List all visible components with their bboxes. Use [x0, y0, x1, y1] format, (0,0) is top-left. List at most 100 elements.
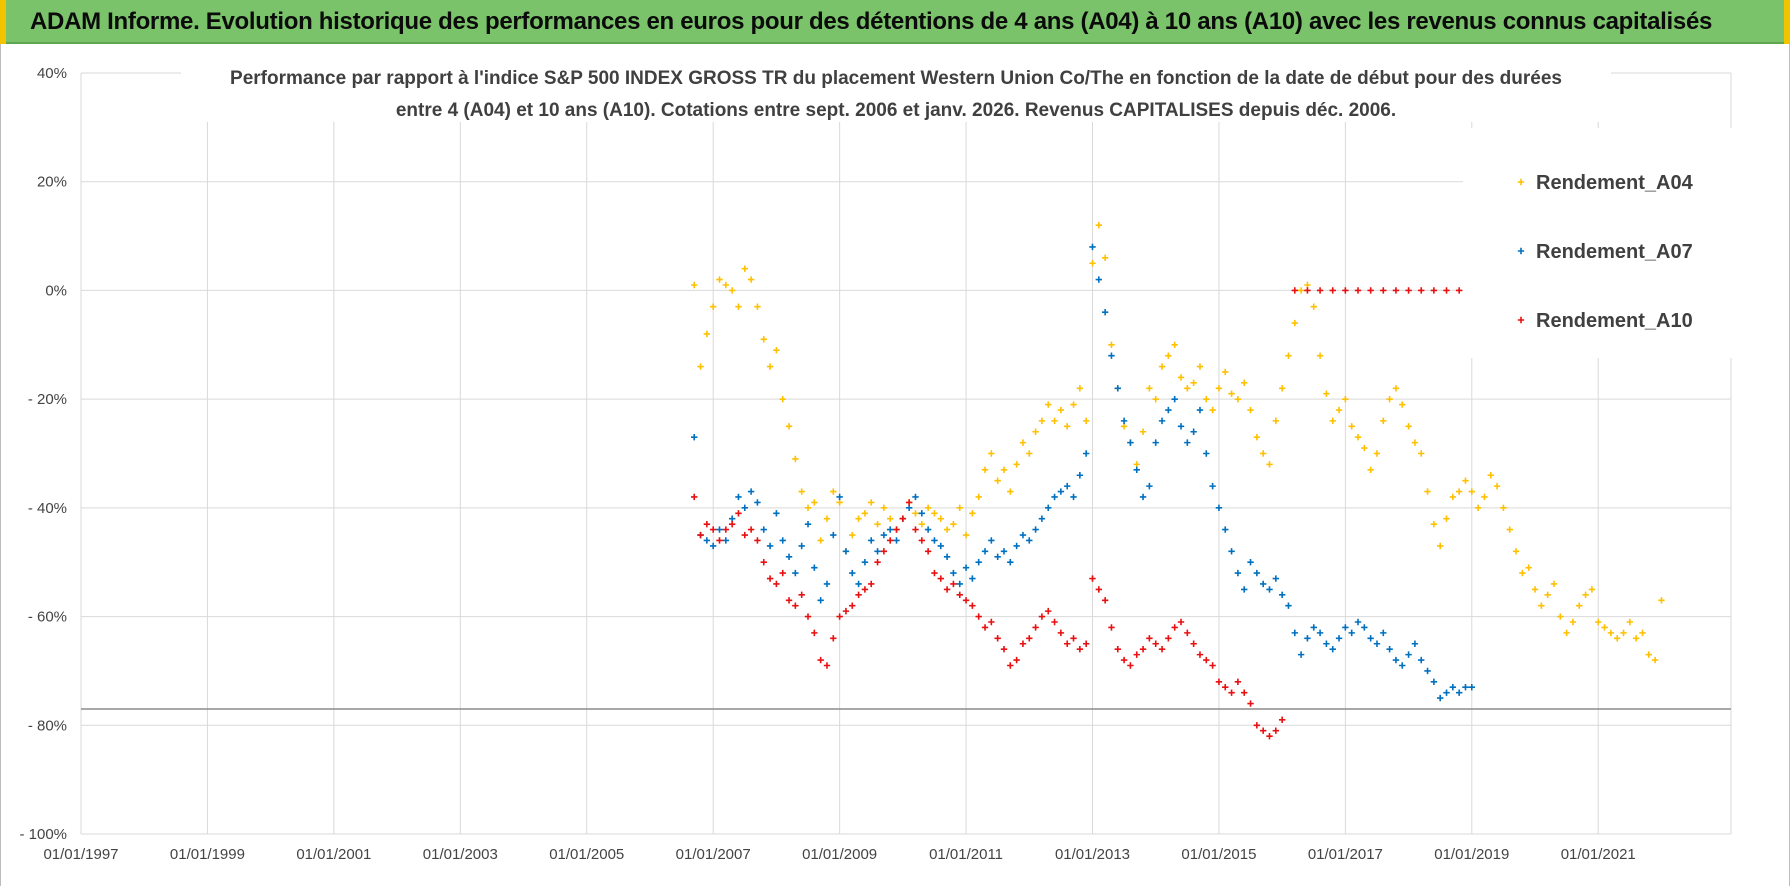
- data-point: [1266, 732, 1273, 740]
- data-point: [754, 499, 761, 506]
- data-point: [760, 336, 767, 343]
- data-point: [880, 531, 888, 539]
- data-point: [1342, 624, 1349, 631]
- data-point: [1405, 287, 1412, 294]
- data-point: [760, 526, 767, 533]
- data-point: [956, 580, 963, 588]
- data-point: [1291, 319, 1298, 327]
- data-point: [1013, 461, 1020, 468]
- chart-title-group: Performance par rapport à l'indice S&P 5…: [181, 60, 1611, 122]
- data-point: [1032, 624, 1039, 631]
- data-point: [962, 597, 970, 604]
- data-point: [1399, 662, 1406, 669]
- data-point: [1392, 656, 1400, 664]
- data-point: [1455, 488, 1463, 495]
- data-point: [766, 363, 774, 370]
- chart-area: 40% 20% 0% - 20% - 40% - 60% - 80% - 100% 01/01…: [0, 44, 1790, 886]
- data-point: [1190, 379, 1197, 387]
- data-point: [950, 569, 957, 577]
- data-point: [981, 624, 989, 631]
- data-point: [1253, 569, 1261, 577]
- data-point: [1462, 684, 1469, 691]
- data-point: [1241, 586, 1248, 593]
- data-point: [1127, 662, 1134, 669]
- data-point: [1108, 341, 1115, 348]
- data-point: [1165, 406, 1172, 414]
- data-point: [1329, 645, 1336, 653]
- x-tick-label: 01/01/2001: [296, 846, 371, 863]
- data-point: [1468, 488, 1475, 495]
- data-point: [842, 607, 850, 615]
- data-point: [1026, 537, 1033, 544]
- x-tick-label: 01/01/1997: [43, 846, 118, 863]
- data-point: [912, 510, 919, 517]
- grid-layer: [80, 72, 1732, 835]
- data-point: [747, 488, 755, 495]
- x-axis: 01/01/1997 01/01/1999 01/01/2001 01/01/2003…: [43, 846, 1635, 863]
- data-point: [1045, 401, 1052, 408]
- data-point: [1399, 401, 1406, 408]
- legend-label: Rendement_A04: [1536, 172, 1694, 194]
- data-point: [1108, 352, 1115, 359]
- data-point: [1582, 591, 1589, 599]
- data-point: [1000, 466, 1008, 474]
- data-point: [747, 526, 755, 533]
- y-tick-label: 0%: [45, 282, 67, 299]
- data-point: [754, 537, 761, 544]
- data-point: [1171, 341, 1178, 348]
- data-point: [1089, 575, 1096, 582]
- legend-item: Rendement_A04: [1517, 172, 1694, 194]
- data-point: [1544, 591, 1551, 599]
- data-point: [1588, 586, 1596, 593]
- data-point: [836, 613, 843, 620]
- data-point: [1171, 624, 1178, 631]
- data-point: [1127, 439, 1134, 446]
- data-point: [1146, 385, 1153, 392]
- data-point: [1215, 504, 1223, 512]
- data-point: [836, 493, 843, 501]
- data-point: [1285, 352, 1292, 359]
- data-point: [703, 520, 711, 528]
- data-point: [1133, 466, 1140, 474]
- banner-corner-left: [0, 0, 6, 44]
- data-point: [798, 542, 805, 550]
- y-tick-label: - 40%: [28, 500, 67, 517]
- data-point: [1032, 428, 1039, 435]
- data-point: [1310, 624, 1317, 631]
- data-points: [691, 222, 1678, 740]
- data-point: [1253, 722, 1261, 729]
- data-point: [1139, 428, 1147, 435]
- data-point: [1045, 504, 1052, 512]
- data-point: [823, 662, 831, 669]
- data-point: [703, 537, 711, 544]
- banner-title: ADAM Informe. Evolution historique des p…: [30, 8, 1713, 35]
- data-point: [956, 591, 963, 599]
- data-point: [1177, 374, 1185, 381]
- data-point: [785, 597, 793, 604]
- data-point: [1392, 385, 1400, 392]
- data-point: [1329, 417, 1336, 425]
- data-point: [697, 531, 704, 539]
- data-point: [1487, 472, 1494, 479]
- x-tick-label: 01/01/2021: [1561, 846, 1636, 863]
- data-point: [962, 531, 970, 539]
- data-point: [709, 303, 717, 310]
- x-tick-label: 01/01/2011: [929, 846, 1003, 863]
- data-point: [1051, 493, 1058, 501]
- data-point: [1614, 635, 1621, 642]
- data-point: [1259, 727, 1267, 734]
- legend-item: Rendement_A10: [1517, 310, 1693, 332]
- data-point: [779, 395, 786, 403]
- data-point: [950, 520, 957, 528]
- data-point: [1196, 651, 1204, 658]
- data-point: [1329, 287, 1336, 294]
- data-point: [1064, 423, 1071, 430]
- data-point: [874, 559, 881, 566]
- data-point: [728, 287, 736, 294]
- data-point: [1481, 493, 1488, 501]
- data-point: [1070, 401, 1077, 408]
- data-point: [969, 510, 976, 517]
- data-point: [1203, 395, 1210, 403]
- data-point: [716, 526, 723, 533]
- data-point: [1335, 635, 1343, 642]
